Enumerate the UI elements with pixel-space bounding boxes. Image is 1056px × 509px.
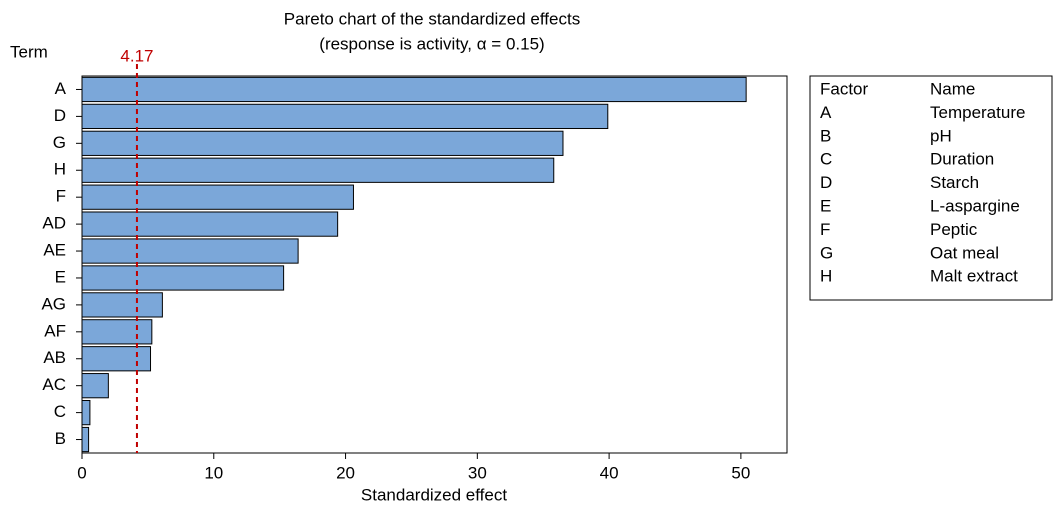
- bar: [81, 184, 354, 210]
- bar: [81, 103, 609, 130]
- y-tick-label: H: [54, 160, 66, 179]
- legend-name: Temperature: [930, 103, 1025, 122]
- bar: [81, 76, 747, 103]
- y-tick-label: B: [55, 429, 66, 448]
- y-tick-label: E: [55, 267, 66, 286]
- x-tick-label: 30: [468, 463, 487, 482]
- legend-name: Duration: [930, 150, 994, 169]
- legend-name: Oat meal: [930, 243, 999, 262]
- y-axis-label: Term: [10, 42, 48, 61]
- x-tick-label: 20: [336, 463, 355, 482]
- bar: [81, 373, 109, 399]
- legend-header: Name: [930, 79, 975, 98]
- bar: [81, 238, 299, 264]
- plot-frame: [81, 75, 788, 454]
- bar: [81, 426, 90, 453]
- y-tick-label: AD: [42, 214, 66, 233]
- bar: [81, 399, 91, 426]
- legend-factor: C: [820, 150, 832, 169]
- bar: [81, 319, 153, 345]
- legend-name: Peptic: [930, 220, 978, 239]
- bar: [81, 211, 339, 237]
- legend-factor: F: [820, 220, 830, 239]
- legend-factor: A: [820, 103, 832, 122]
- x-axis-label: Standardized effect: [361, 485, 507, 504]
- y-tick-label: AG: [41, 294, 66, 313]
- chart-title: Pareto chart of the standardized effects: [284, 9, 580, 28]
- legend-factor: H: [820, 267, 832, 286]
- bar: [81, 292, 163, 318]
- legend-factor: E: [820, 196, 831, 215]
- bar: [81, 157, 555, 183]
- y-tick-label: D: [54, 106, 66, 125]
- legend-factor: B: [820, 126, 831, 145]
- y-tick-label: F: [56, 187, 66, 206]
- legend-name: Malt extract: [930, 267, 1018, 286]
- legend-header: Factor: [820, 79, 869, 98]
- legend-name: Starch: [930, 173, 979, 192]
- y-tick-label: AC: [42, 375, 66, 394]
- y-tick-label: A: [55, 79, 67, 98]
- reference-label: 4.17: [120, 46, 153, 65]
- x-tick-label: 40: [600, 463, 619, 482]
- chart-subtitle: (response is activity, α = 0.15): [319, 34, 544, 53]
- legend-box: [809, 75, 1053, 301]
- x-tick-label: 10: [204, 463, 223, 482]
- legend-factor: G: [820, 243, 833, 262]
- bar: [81, 346, 152, 372]
- y-tick-label: AF: [44, 321, 66, 340]
- legend-name: L-aspargine: [930, 196, 1020, 215]
- x-tick-label: 0: [77, 463, 86, 482]
- y-tick-label: AE: [43, 241, 66, 260]
- bar: [81, 265, 285, 291]
- x-tick-label: 50: [731, 463, 750, 482]
- legend-factor: D: [820, 173, 832, 192]
- y-tick-label: C: [54, 402, 66, 421]
- y-tick-label: G: [53, 133, 66, 152]
- y-tick-label: AB: [43, 348, 66, 367]
- bar: [81, 130, 564, 156]
- legend-name: pH: [930, 126, 952, 145]
